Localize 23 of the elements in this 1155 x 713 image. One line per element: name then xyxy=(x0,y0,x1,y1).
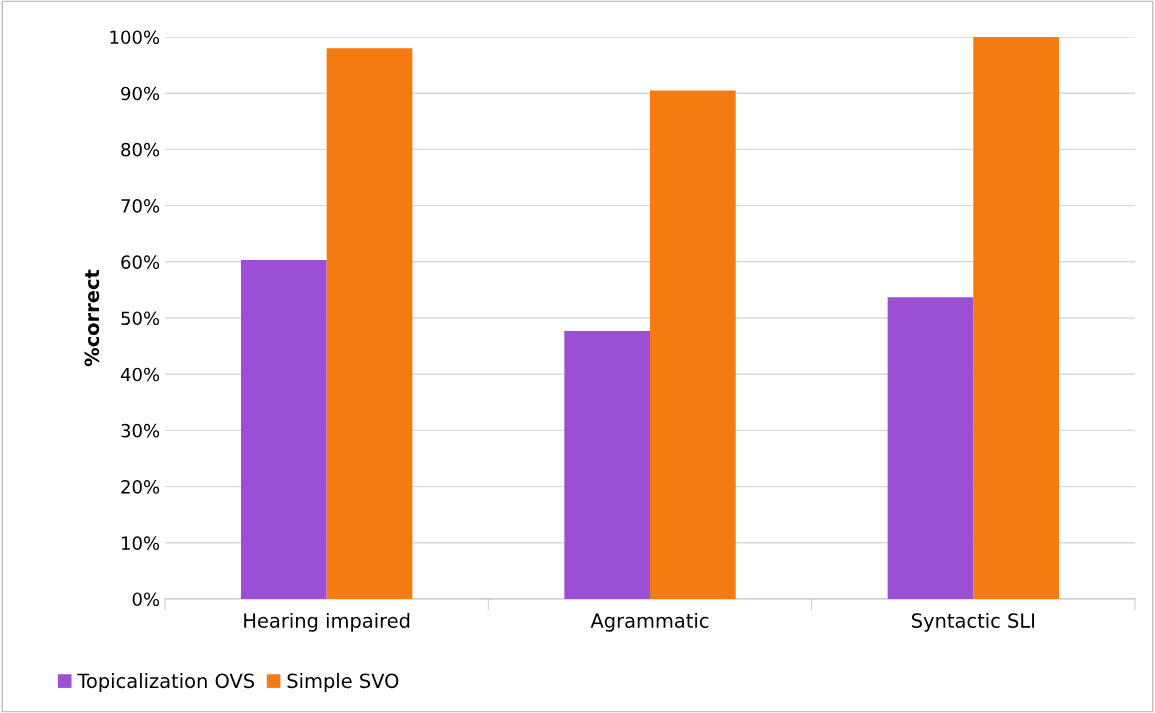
y-tick-label: 90% xyxy=(121,86,160,101)
bar xyxy=(887,297,974,599)
y-tick-label: 80% xyxy=(121,142,160,157)
y-tick-label: 30% xyxy=(121,423,160,438)
bar xyxy=(650,90,736,599)
legend-label: Simple SVO xyxy=(287,673,399,692)
legend-label: Topicalization OVS xyxy=(77,673,255,692)
y-tick-label: 60% xyxy=(121,255,160,269)
x-tick-label: Agrammatic xyxy=(590,612,709,632)
x-tick-label: Hearing impaired xyxy=(244,612,410,632)
bar xyxy=(326,48,413,599)
bar xyxy=(240,260,327,599)
x-tick-label: Syntactic SLI xyxy=(912,612,1035,632)
y-tick-label: 50% xyxy=(121,311,160,326)
bar xyxy=(564,330,650,599)
y-tick-label: 40% xyxy=(120,367,160,382)
y-axis-title: %correct xyxy=(84,269,100,367)
y-tick-label: 70% xyxy=(121,199,160,213)
y-tick-label: 0% xyxy=(132,592,160,607)
y-tick-label: 10% xyxy=(121,536,160,550)
y-tick-label: 20% xyxy=(121,480,160,494)
y-tick-label: 100% xyxy=(110,30,160,45)
bar xyxy=(973,37,1060,599)
